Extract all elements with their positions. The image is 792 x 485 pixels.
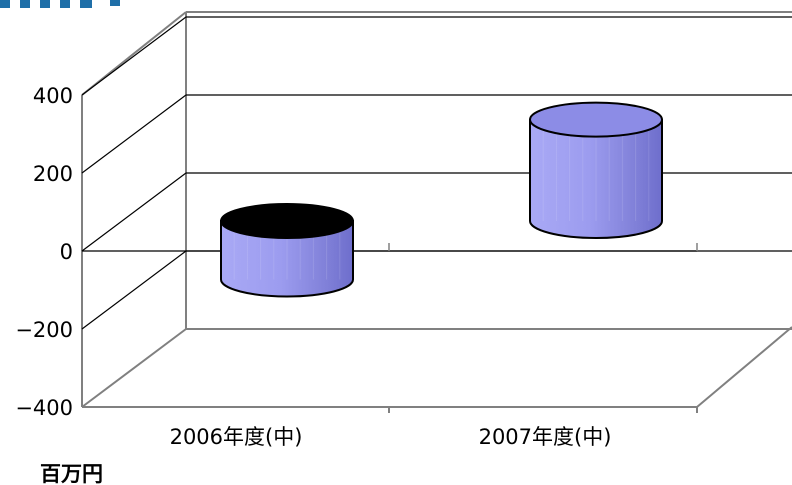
x-tick-label: 2007年度(中) [479, 425, 612, 449]
bar-2 [529, 101, 663, 239]
zero-line [81, 172, 792, 252]
y-tick-label: 400 [33, 84, 73, 108]
accent-fragment [110, 0, 120, 6]
gridline-left-wall [81, 16, 187, 96]
gridline-left-wall [81, 250, 187, 330]
top-left-accent [0, 0, 120, 8]
x-tick-label: 2006年度(中) [170, 425, 303, 449]
bar-top [220, 203, 354, 239]
floor-right-edge [696, 326, 792, 408]
zero-left-wall [81, 172, 187, 252]
bar-1 [220, 203, 354, 298]
y-tick-labels: −400 −200 0 200 400 [15, 84, 73, 420]
y-tick-label: 200 [33, 162, 73, 186]
accent-fragment [0, 0, 10, 8]
unit-label: 百万円 [40, 462, 103, 485]
bar-top [529, 101, 663, 138]
bar-body [529, 118, 663, 239]
floor-left-edge [81, 328, 187, 408]
accent-fragment [60, 0, 70, 8]
y-tick-label: 0 [60, 240, 73, 264]
accent-fragment [80, 0, 92, 8]
accent-fragment [20, 0, 30, 8]
bar-body [220, 220, 354, 298]
y-tick-label: −200 [15, 318, 73, 342]
accent-fragment [40, 0, 50, 8]
y-tick-label: −400 [15, 396, 73, 420]
plot-frame [81, 11, 792, 413]
gridline-left-wall [81, 94, 187, 174]
left-wall-top-edge [81, 11, 187, 96]
x-tick-labels: 2006年度(中) 2007年度(中) [170, 425, 612, 449]
bars [220, 101, 663, 298]
